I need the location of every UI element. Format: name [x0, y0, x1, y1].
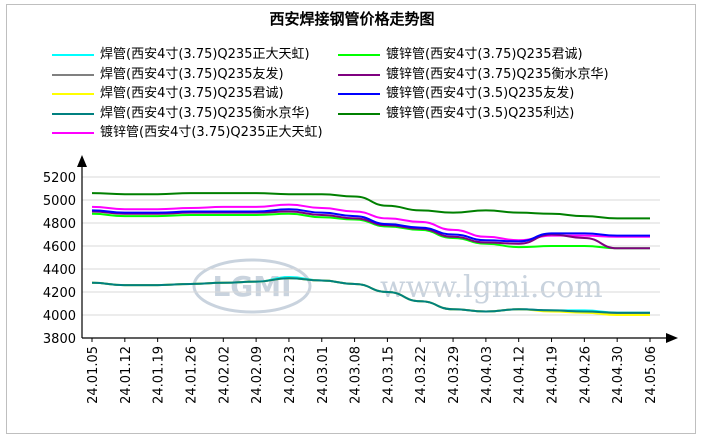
legend-label: 镀锌管(西安4寸(3.75)Q235君诚): [386, 47, 583, 62]
x-tick-label: 24.05.06: [644, 346, 659, 404]
x-tick-label: 24.03.15: [381, 346, 396, 404]
legend-swatch: [52, 112, 94, 115]
y-tick-label: 5000: [43, 194, 76, 209]
chart-title: 西安焊接钢管价格走势图: [269, 10, 435, 28]
y-axis-arrow: [77, 155, 87, 167]
x-tick-label: 24.03.22: [414, 346, 429, 404]
x-tick-label: 24.04.26: [578, 346, 593, 404]
x-tick-label: 24.02.09: [250, 346, 265, 404]
legend-swatch: [338, 93, 380, 95]
legend-label: 焊管(西安4寸(3.75)Q235君诚): [100, 86, 284, 101]
x-tick-label: 24.02.02: [217, 346, 232, 404]
series-line: [91, 277, 650, 314]
y-tick-label: 4600: [43, 240, 76, 255]
legend-label: 焊管(西安4寸(3.75)Q235正大天虹): [100, 47, 310, 62]
legend-swatch: [52, 93, 94, 95]
series-line: [91, 212, 650, 250]
x-tick-label: 24.01.19: [152, 346, 167, 404]
x-tick-label: 24.01.05: [86, 346, 101, 404]
x-tick-label: 24.04.30: [611, 346, 626, 404]
x-tick-label: 24.04.03: [480, 346, 495, 404]
y-tick-label: 5200: [43, 171, 76, 186]
legend-swatch: [338, 54, 380, 56]
x-tick-label: 24.04.19: [546, 346, 561, 404]
legend-label: 镀锌管(西安4寸(3.75)Q235衡水京华): [386, 66, 609, 82]
legend: 焊管(西安4寸(3.75)Q235正大天虹) 镀锌管(西安4寸(3.75)Q235…: [0, 0, 704, 160]
x-tick-label: 24.04.12: [513, 346, 528, 404]
legend-swatch: [52, 73, 94, 76]
series-line: [91, 203, 650, 242]
legend-swatch: [52, 54, 94, 56]
series-line: [91, 192, 650, 220]
x-axis-arrow: [666, 333, 678, 343]
y-tick-label: 3800: [43, 332, 76, 347]
series-line: [91, 276, 650, 314]
legend-label: 焊管(西安4寸(3.75)Q235友发): [100, 66, 284, 82]
x-tick-label: 24.02.23: [283, 346, 298, 404]
x-tick-label: 24.03.01: [316, 346, 331, 404]
y-tick-label: 4000: [43, 309, 76, 324]
series-line: [91, 210, 650, 250]
y-tick-label: 4400: [43, 263, 76, 278]
x-tick-label: 24.01.26: [184, 346, 199, 404]
x-tick-label: 24.01.12: [119, 346, 134, 404]
series-line: [91, 208, 650, 243]
legend-swatch: [338, 73, 380, 76]
legend-swatch: [338, 112, 380, 115]
legend-label: 镀锌管(西安4寸(3.75)Q235正大天虹): [100, 125, 323, 140]
legend-swatch: [52, 132, 94, 134]
y-tick-label: 4800: [43, 217, 76, 232]
legend-label: 焊管(西安4寸(3.75)Q235衡水京华): [100, 105, 310, 121]
legend-label: 镀锌管(西安4寸(3.5)Q235友发): [386, 86, 575, 101]
y-tick-label: 4200: [43, 286, 76, 301]
x-tick-label: 24.03.29: [447, 346, 462, 404]
x-tick-label: 24.03.08: [349, 346, 364, 404]
legend-label: 镀锌管(西安4寸(3.5)Q235利达): [386, 105, 575, 121]
